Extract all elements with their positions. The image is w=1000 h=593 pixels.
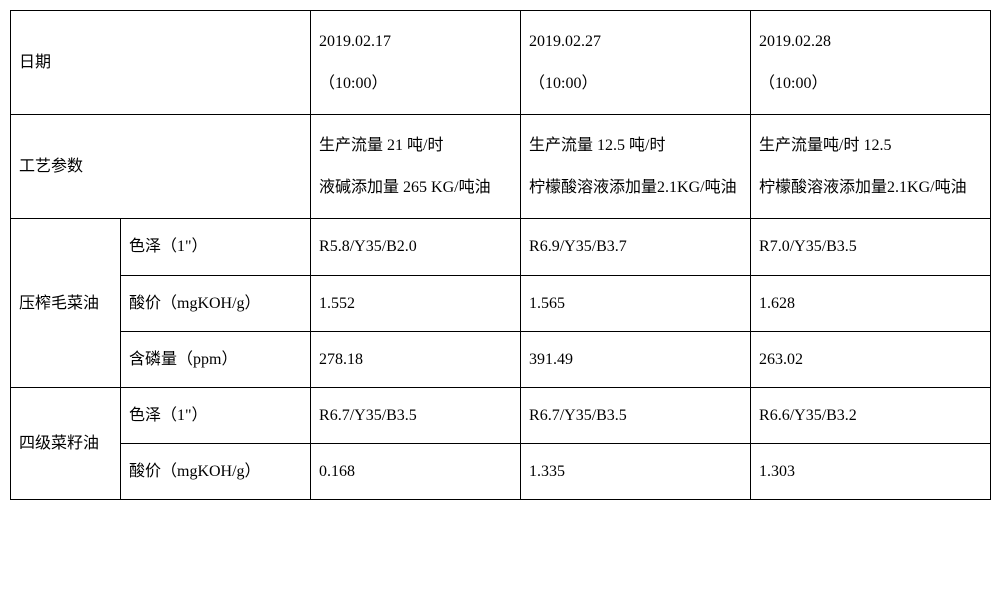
g2-color-d3: R6.6/Y35/B3.2 — [751, 387, 991, 443]
g1-acid-label: 酸价（mgKOH/g） — [121, 275, 311, 331]
process-1-l1: 生产流量 21 吨/时 — [319, 137, 443, 154]
process-3-l1: 生产流量吨/时 12.5 — [759, 137, 891, 154]
g2-acid-d2: 1.335 — [521, 444, 751, 500]
g1-acid-d2: 1.565 — [521, 275, 751, 331]
group1-label: 压榨毛菜油 — [11, 219, 121, 388]
g1-phos-d2: 391.49 — [521, 331, 751, 387]
date-1: 2019.02.17 （10:00） — [311, 11, 521, 115]
date-2-time: （10:00） — [529, 75, 597, 92]
g1-color-d2: R6.9/Y35/B3.7 — [521, 219, 751, 275]
process-2: 生产流量 12.5 吨/时 柠檬酸溶液添加量2.1KG/吨油 — [521, 115, 751, 219]
g2-acid-d3: 1.303 — [751, 444, 991, 500]
g1-color-label: 色泽（1"） — [121, 219, 311, 275]
g2-color-d1: R6.7/Y35/B3.5 — [311, 387, 521, 443]
g1-phos-d3: 263.02 — [751, 331, 991, 387]
date-2-date: 2019.02.27 — [529, 33, 601, 50]
row-g2-acid: 酸价（mgKOH/g） 0.168 1.335 1.303 — [11, 444, 991, 500]
process-3: 生产流量吨/时 12.5 柠檬酸溶液添加量2.1KG/吨油 — [751, 115, 991, 219]
process-label: 工艺参数 — [11, 115, 311, 219]
g1-phos-label: 含磷量（ppm） — [121, 331, 311, 387]
g2-color-label: 色泽（1"） — [121, 387, 311, 443]
date-3-time: （10:00） — [759, 75, 827, 92]
date-2: 2019.02.27 （10:00） — [521, 11, 751, 115]
date-3-date: 2019.02.28 — [759, 33, 831, 50]
g1-color-d3: R7.0/Y35/B3.5 — [751, 219, 991, 275]
date-label: 日期 — [11, 11, 311, 115]
process-2-l2: 柠檬酸溶液添加量2.1KG/吨油 — [529, 179, 737, 196]
date-3: 2019.02.28 （10:00） — [751, 11, 991, 115]
row-process: 工艺参数 生产流量 21 吨/时 液碱添加量 265 KG/吨油 生产流量 12… — [11, 115, 991, 219]
row-date: 日期 2019.02.17 （10:00） 2019.02.27 （10:00）… — [11, 11, 991, 115]
process-3-l2: 柠檬酸溶液添加量2.1KG/吨油 — [759, 179, 967, 196]
g1-phos-d1: 278.18 — [311, 331, 521, 387]
group2-label: 四级菜籽油 — [11, 387, 121, 499]
process-1: 生产流量 21 吨/时 液碱添加量 265 KG/吨油 — [311, 115, 521, 219]
row-g1-color: 压榨毛菜油 色泽（1"） R5.8/Y35/B2.0 R6.9/Y35/B3.7… — [11, 219, 991, 275]
row-g1-acid: 酸价（mgKOH/g） 1.552 1.565 1.628 — [11, 275, 991, 331]
date-1-date: 2019.02.17 — [319, 33, 391, 50]
g2-acid-label: 酸价（mgKOH/g） — [121, 444, 311, 500]
g1-acid-d3: 1.628 — [751, 275, 991, 331]
g2-color-d2: R6.7/Y35/B3.5 — [521, 387, 751, 443]
row-g2-color: 四级菜籽油 色泽（1"） R6.7/Y35/B3.5 R6.7/Y35/B3.5… — [11, 387, 991, 443]
g1-acid-d1: 1.552 — [311, 275, 521, 331]
g2-acid-d1: 0.168 — [311, 444, 521, 500]
date-1-time: （10:00） — [319, 75, 387, 92]
process-2-l1: 生产流量 12.5 吨/时 — [529, 137, 665, 154]
data-table: 日期 2019.02.17 （10:00） 2019.02.27 （10:00）… — [10, 10, 991, 500]
g1-color-d1: R5.8/Y35/B2.0 — [311, 219, 521, 275]
row-g1-phos: 含磷量（ppm） 278.18 391.49 263.02 — [11, 331, 991, 387]
process-1-l2: 液碱添加量 265 KG/吨油 — [319, 179, 491, 196]
